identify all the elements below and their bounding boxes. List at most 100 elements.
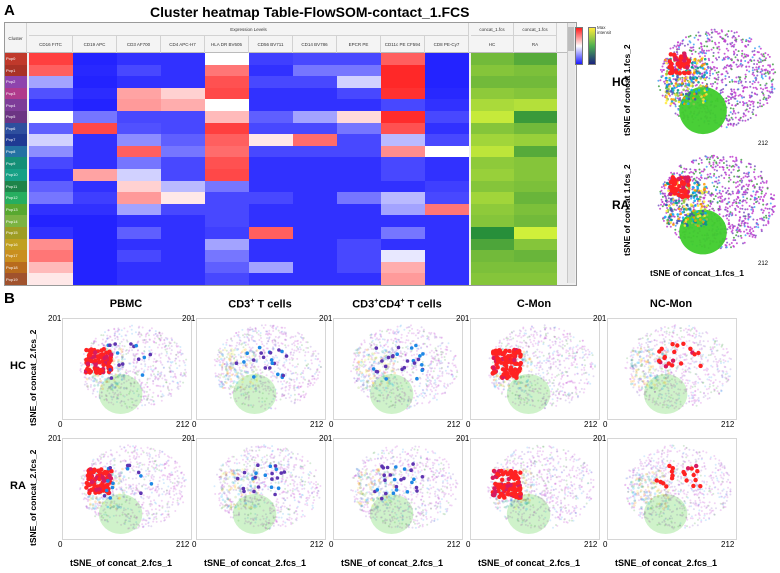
tsne-point	[143, 390, 146, 393]
cluster-row-label[interactable]: Pop6	[5, 122, 27, 135]
vertical-scrollbar[interactable]	[567, 23, 575, 283]
marker-header[interactable]: CD8 PE-Cy7	[425, 36, 469, 53]
tsne-point	[742, 101, 744, 103]
highlight-point	[678, 188, 684, 194]
cluster-row-label[interactable]: Pop14	[5, 215, 27, 227]
cluster-row-label[interactable]: Pop4	[5, 99, 27, 111]
tsne-point	[144, 365, 147, 368]
tsne-point	[767, 217, 770, 220]
tsne-point	[746, 225, 749, 228]
highlight-point	[670, 175, 675, 180]
tsne-point	[670, 171, 673, 174]
tsne-point	[131, 398, 134, 400]
tsne-point	[141, 358, 144, 361]
tsne-point	[410, 354, 413, 357]
cluster-row-label[interactable]: Pop19	[5, 273, 27, 285]
cluster-row-label[interactable]: Pop12	[5, 192, 27, 204]
highlight-point	[669, 188, 674, 193]
marker-header[interactable]: CD3 AF700	[117, 36, 161, 53]
tsne-point	[747, 118, 750, 121]
cluster-row-label[interactable]: Pop17	[5, 250, 27, 262]
cluster-blob	[679, 86, 727, 135]
tsne-point	[446, 349, 449, 351]
column-title: C-Mon	[470, 298, 598, 310]
highlight-point	[104, 354, 109, 359]
tsne-point	[712, 174, 715, 177]
tsne-point	[749, 163, 752, 166]
tsne-point	[703, 77, 707, 81]
cluster-row-label[interactable]: Pop7	[5, 134, 27, 146]
cluster-row-label[interactable]: Pop5	[5, 111, 27, 123]
tsne-point	[760, 208, 763, 211]
tsne-point	[164, 345, 167, 348]
cluster-row-label[interactable]: Pop15	[5, 227, 27, 239]
tsne-point	[239, 339, 242, 342]
tsne-point	[737, 235, 740, 238]
tsne-point	[215, 360, 218, 363]
cluster-row-label[interactable]: Pop10	[5, 169, 27, 181]
tsne-point	[121, 356, 124, 359]
cluster-row-label[interactable]: Pop1	[5, 64, 27, 77]
tsne-point	[429, 393, 432, 396]
tsne-point	[214, 372, 217, 375]
scrollbar-thumb[interactable]	[568, 27, 574, 51]
tsne-point	[123, 386, 126, 390]
tsne-point	[405, 346, 408, 349]
cluster-row-label[interactable]: Pop16	[5, 238, 27, 251]
tsne-point	[246, 335, 249, 338]
tsne-point	[685, 96, 688, 100]
cluster-row-label[interactable]: Pop8	[5, 145, 27, 158]
tsne-point	[251, 334, 253, 337]
cluster-row-label[interactable]: Pop13	[5, 203, 27, 216]
cluster-blob	[679, 209, 727, 255]
tsne-point	[690, 160, 693, 163]
tsne-point	[711, 40, 714, 43]
tsne-point	[104, 394, 107, 396]
tsne-point	[683, 96, 686, 100]
tsne-point	[352, 364, 355, 367]
tsne-point	[678, 205, 681, 208]
marker-header[interactable]: EPCR PE	[337, 36, 381, 53]
tsne-point	[169, 361, 172, 363]
marker-header[interactable]: HLA DR BV605	[205, 36, 249, 53]
tsne-point	[250, 357, 252, 360]
cluster-row-label[interactable]: Pop18	[5, 261, 27, 274]
heatmap-cell	[337, 203, 381, 216]
tsne-point	[723, 177, 726, 179]
tsne-point	[139, 401, 142, 404]
marker-header[interactable]: CD11c PE CF594	[381, 36, 425, 53]
tsne-point	[682, 88, 685, 92]
cluster-row-label[interactable]: Pop2	[5, 76, 27, 88]
tsne-point	[440, 353, 443, 356]
tsne-point	[750, 100, 753, 103]
marker-header[interactable]: CD4 APC-H7	[161, 36, 205, 53]
tsne-point	[767, 94, 770, 97]
marker-header[interactable]: CD56 BV711	[249, 36, 293, 53]
tsne-point	[771, 198, 774, 201]
tsne-point	[223, 348, 227, 352]
cluster-row-label[interactable]: Pop3	[5, 87, 27, 100]
group-sample-header[interactable]: RA	[514, 36, 557, 53]
tsne-point	[756, 101, 759, 104]
tsne-point	[736, 54, 739, 56]
cluster-row-label[interactable]: Pop0	[5, 53, 27, 65]
tsne-point	[225, 374, 228, 377]
group-sample-header[interactable]: HC	[471, 36, 514, 53]
column-title: PBMC	[62, 298, 190, 310]
tsne-point	[116, 396, 118, 399]
marker-header[interactable]: CD16 FITC	[29, 36, 73, 53]
tsne-point	[716, 164, 719, 167]
cluster-row-label[interactable]: Pop11	[5, 180, 27, 193]
highlight-point	[684, 65, 690, 70]
marker-header[interactable]: CD19 APC	[73, 36, 117, 53]
tsne-point	[740, 160, 743, 163]
tsne-point	[179, 385, 182, 388]
tsne-point	[739, 199, 741, 202]
tsne-point	[370, 366, 373, 369]
tsne-point	[704, 221, 707, 225]
marker-header[interactable]: CD14 BV786	[293, 36, 337, 53]
cluster-row-label[interactable]: Pop9	[5, 157, 27, 169]
tsne-point	[83, 376, 86, 379]
tsne-point	[694, 50, 697, 53]
tsne-point	[680, 91, 683, 94]
